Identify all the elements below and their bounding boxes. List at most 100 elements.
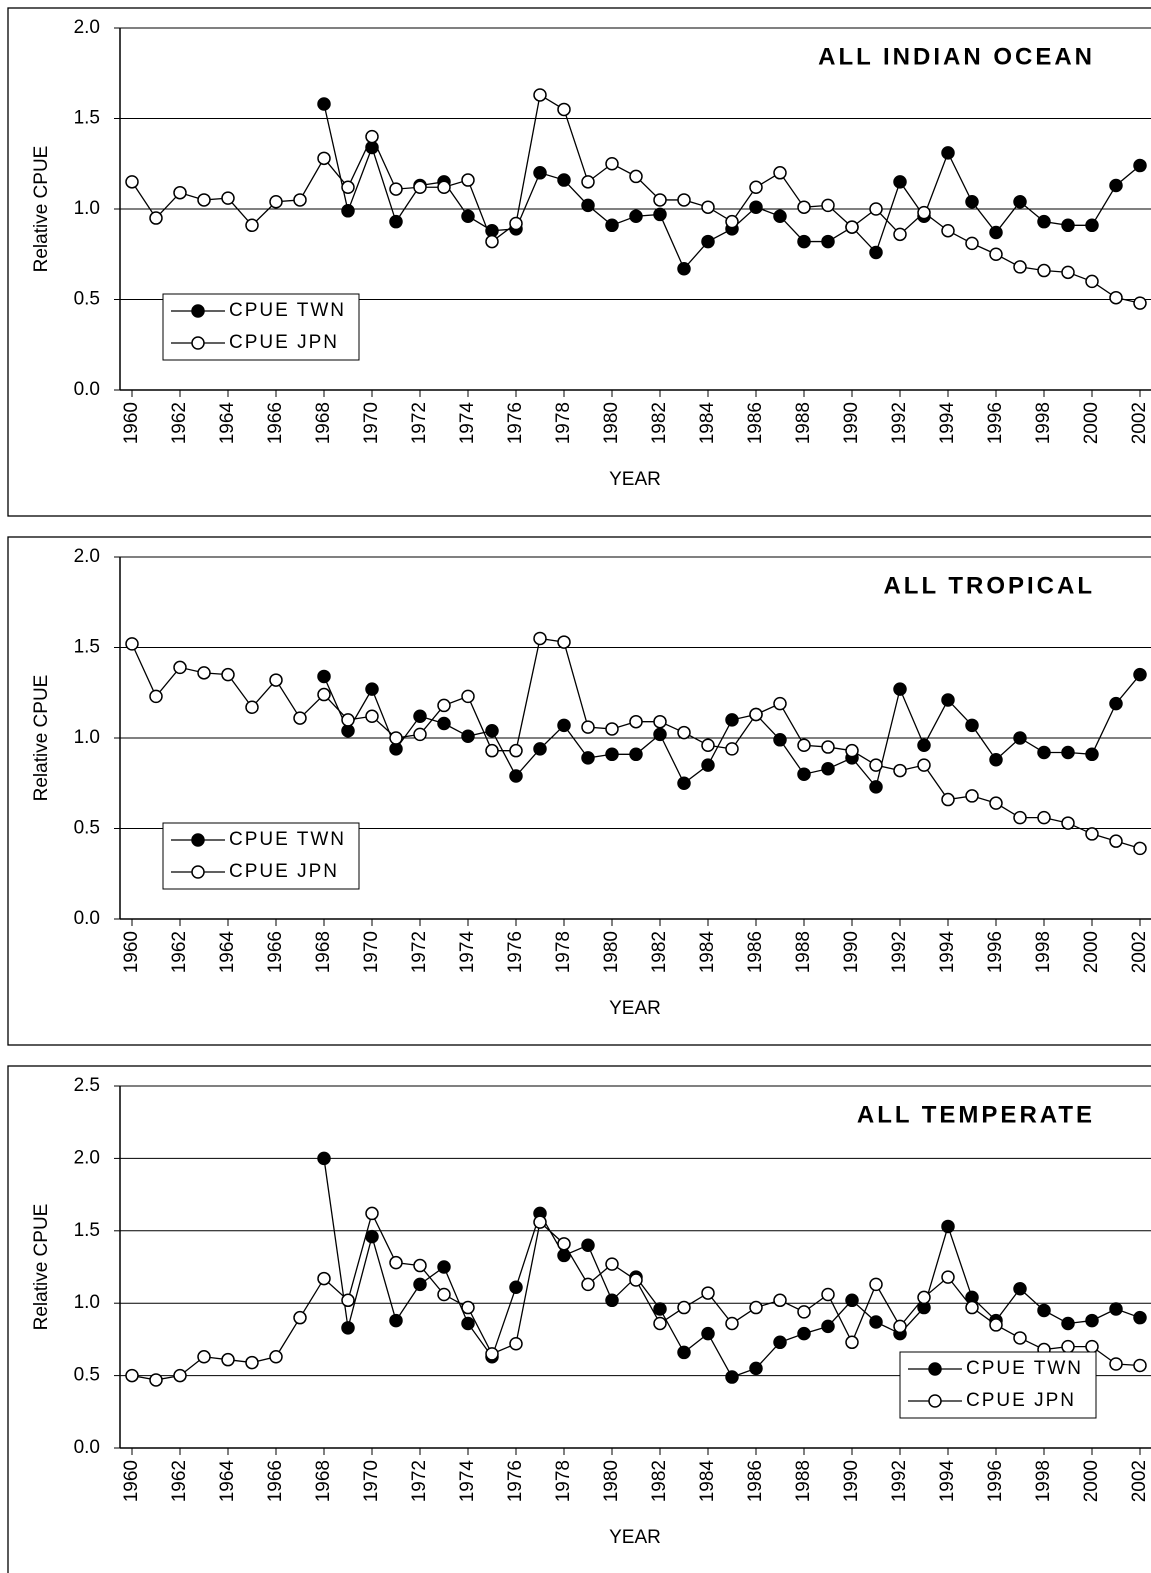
x-axis-label: YEAR bbox=[609, 998, 661, 1019]
marker bbox=[365, 1206, 379, 1221]
marker bbox=[1085, 747, 1099, 762]
marker bbox=[461, 689, 475, 704]
marker bbox=[1061, 218, 1075, 233]
y-tick-label: 0.0 bbox=[74, 379, 100, 400]
marker bbox=[245, 218, 259, 233]
marker bbox=[773, 1335, 787, 1350]
marker bbox=[749, 200, 763, 214]
marker bbox=[317, 1151, 331, 1166]
marker bbox=[965, 1300, 979, 1315]
x-tick-label: 1988 bbox=[793, 402, 814, 444]
marker bbox=[701, 1326, 715, 1341]
x-tick-label: 1986 bbox=[745, 402, 766, 444]
marker bbox=[413, 709, 427, 724]
y-tick-label: 1.5 bbox=[74, 108, 100, 129]
x-tick-label: 1992 bbox=[889, 1460, 910, 1502]
marker bbox=[653, 207, 667, 222]
marker bbox=[1109, 1302, 1123, 1316]
marker bbox=[221, 667, 235, 682]
y-tick-label: 2.0 bbox=[74, 546, 100, 567]
x-tick-label: 1966 bbox=[265, 931, 286, 973]
panel-frame bbox=[7, 7, 1151, 517]
marker bbox=[701, 234, 715, 249]
marker bbox=[389, 182, 403, 196]
y-tick-label: 2.5 bbox=[74, 1075, 100, 1096]
marker bbox=[1133, 667, 1147, 682]
x-tick-label: 1994 bbox=[937, 931, 958, 974]
marker bbox=[461, 173, 475, 187]
marker bbox=[1085, 827, 1099, 841]
marker bbox=[821, 762, 835, 776]
x-tick-label: 1966 bbox=[265, 402, 286, 444]
marker bbox=[581, 751, 595, 765]
marker bbox=[1061, 816, 1075, 830]
chart-title: ALL TEMPERATE bbox=[857, 1101, 1095, 1128]
marker bbox=[917, 1290, 931, 1305]
y-axis-label: Relative CPUE bbox=[31, 146, 52, 273]
marker bbox=[293, 711, 307, 725]
marker bbox=[773, 1293, 787, 1308]
marker bbox=[773, 733, 787, 747]
x-tick-label: 2000 bbox=[1081, 1460, 1102, 1502]
marker bbox=[605, 1257, 619, 1271]
x-tick-label: 1972 bbox=[409, 402, 430, 444]
marker bbox=[653, 193, 667, 207]
x-tick-label: 1960 bbox=[121, 402, 142, 444]
legend-label: CPUE JPN bbox=[966, 1390, 1076, 1411]
x-tick-label: 1998 bbox=[1033, 931, 1054, 973]
marker bbox=[965, 718, 979, 733]
marker bbox=[557, 102, 571, 117]
x-tick-label: 1984 bbox=[697, 931, 718, 974]
marker bbox=[893, 763, 907, 778]
legend-marker bbox=[928, 1362, 942, 1376]
marker bbox=[581, 720, 595, 734]
y-tick-label: 0.0 bbox=[74, 1437, 100, 1458]
chart-title: ALL TROPICAL bbox=[883, 572, 1095, 599]
marker bbox=[581, 198, 595, 213]
marker bbox=[485, 1347, 499, 1361]
marker bbox=[893, 1319, 907, 1334]
marker bbox=[557, 1237, 571, 1251]
marker bbox=[461, 1316, 475, 1331]
x-tick-label: 1972 bbox=[409, 1460, 430, 1502]
x-tick-label: 1968 bbox=[313, 1460, 334, 1502]
marker bbox=[725, 1370, 739, 1384]
marker bbox=[677, 725, 691, 740]
legend-marker bbox=[191, 865, 205, 879]
marker bbox=[533, 742, 547, 756]
marker bbox=[197, 193, 211, 207]
marker bbox=[413, 180, 427, 195]
marker bbox=[437, 1287, 451, 1302]
marker bbox=[677, 1300, 691, 1315]
legend-label: CPUE JPN bbox=[229, 861, 339, 882]
y-tick-label: 1.5 bbox=[74, 1220, 100, 1241]
marker bbox=[437, 1260, 451, 1274]
x-tick-label: 1992 bbox=[889, 931, 910, 973]
marker bbox=[1085, 1339, 1099, 1354]
legend: CPUE TWN CPUE JPN bbox=[162, 293, 360, 361]
marker bbox=[389, 1313, 403, 1328]
marker bbox=[701, 758, 715, 772]
x-tick-label: 1988 bbox=[793, 931, 814, 973]
marker bbox=[461, 729, 475, 743]
marker bbox=[125, 637, 139, 651]
marker bbox=[581, 1277, 595, 1292]
marker bbox=[773, 209, 787, 223]
x-tick-label: 1998 bbox=[1033, 402, 1054, 444]
marker bbox=[1037, 1303, 1051, 1318]
x-tick-label: 1982 bbox=[649, 402, 670, 444]
y-tick-label: 1.0 bbox=[74, 198, 100, 219]
marker bbox=[581, 175, 595, 189]
marker bbox=[797, 1326, 811, 1341]
marker bbox=[869, 1277, 883, 1292]
panel: 0.0 0.5 1.0 1.5 2.0 1960 1962 1964 1966 1968 1970 1… bbox=[7, 536, 1151, 1046]
marker bbox=[1061, 745, 1075, 760]
marker bbox=[845, 1335, 859, 1350]
marker bbox=[605, 1293, 619, 1308]
marker bbox=[1037, 214, 1051, 229]
marker bbox=[1085, 274, 1099, 289]
marker bbox=[1013, 1331, 1027, 1345]
legend: CPUE TWN CPUE JPN bbox=[162, 822, 360, 890]
marker bbox=[437, 698, 451, 713]
